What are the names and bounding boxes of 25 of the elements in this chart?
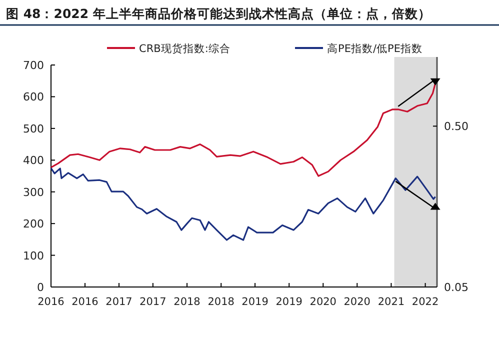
x-tick-label: 2022 <box>412 296 439 308</box>
x-tick-label: 2017 <box>106 296 132 308</box>
y-tick-label: 200 <box>23 218 44 231</box>
x-tick-label: 2018 <box>208 296 234 308</box>
x-tick-label: 2019 <box>242 296 268 308</box>
x-tick-label: 2020 <box>344 296 370 308</box>
y-tick-label: 400 <box>23 154 44 168</box>
x-tick-label: 2021 <box>378 296 405 308</box>
y2-tick-label: 0.05 <box>444 281 468 294</box>
y-tick-label: 0 <box>37 281 44 294</box>
legend-label: CRB现货指数:综合 <box>139 42 230 55</box>
y-tick-label: 700 <box>23 59 44 72</box>
y-tick-label: 600 <box>23 90 44 104</box>
legend-label: 高PE指数/低PE指数 <box>327 42 422 55</box>
x-tick-label: 2019 <box>276 296 302 308</box>
x-tick-label: 2018 <box>174 296 200 308</box>
x-tick-label: 2016 <box>38 296 65 308</box>
y-tick-label: 100 <box>23 249 44 262</box>
x-tick-label: 2020 <box>310 296 336 308</box>
x-tick-label: 2016 <box>72 296 99 308</box>
x-tick-label: 2017 <box>140 296 166 308</box>
y2-tick-label: 0.50 <box>444 120 468 134</box>
y-tick-label: 300 <box>23 186 44 199</box>
y-tick-label: 500 <box>23 122 44 136</box>
chart-title: 图 48：2022 年上半年商品价格可能达到战术性高点（单位：点，倍数） <box>6 6 431 21</box>
